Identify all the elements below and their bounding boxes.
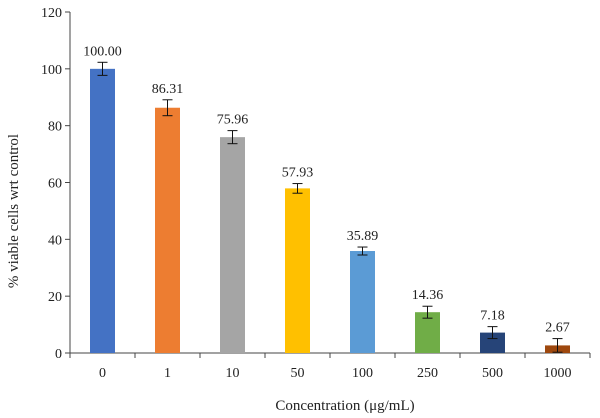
- bar: [480, 332, 505, 353]
- x-tick-label: 0: [99, 366, 106, 381]
- bar: [415, 312, 440, 353]
- y-tick-label: 100: [41, 63, 62, 78]
- bar: [90, 68, 115, 353]
- x-tick-label: 10: [226, 366, 240, 381]
- x-tick-label: 50: [291, 366, 305, 381]
- data-label: 75.96: [217, 113, 249, 128]
- data-label: 86.31: [152, 82, 184, 97]
- y-tick-label: 0: [55, 347, 62, 362]
- data-label: 7.18: [480, 309, 505, 324]
- bar: [350, 251, 375, 353]
- x-tick-label: 100: [352, 366, 373, 381]
- x-axis-label: Concentration (μg/mL): [275, 398, 414, 414]
- y-axis-label: % viable cells wrt control: [6, 134, 22, 288]
- bar: [220, 137, 245, 353]
- y-tick-label: 120: [41, 6, 62, 21]
- data-label: 14.36: [412, 288, 444, 303]
- x-tick-label: 1: [164, 366, 171, 381]
- data-label: 35.89: [347, 229, 379, 244]
- y-tick-label: 20: [48, 290, 62, 305]
- bar: [155, 107, 180, 353]
- x-axis: 0 1 10 50 100 250 500 1000: [69, 352, 591, 381]
- data-label: 2.67: [545, 321, 570, 336]
- y-tick-label: 80: [48, 120, 62, 135]
- x-tick-label: 250: [417, 366, 438, 381]
- data-label: 100.00: [83, 44, 122, 59]
- data-label: 57.93: [282, 166, 314, 181]
- x-tick-label: 1000: [544, 366, 572, 381]
- y-tick-label: 60: [48, 177, 62, 192]
- y-tick-label: 40: [48, 233, 62, 248]
- y-axis: 0 20 40 60 80 100 120: [41, 6, 71, 362]
- x-tick-label: 500: [482, 366, 503, 381]
- bar: [285, 188, 310, 353]
- bars: 100.00 86.31 75.96 57.93 35.89 14.36 7.18 2.67: [83, 44, 570, 353]
